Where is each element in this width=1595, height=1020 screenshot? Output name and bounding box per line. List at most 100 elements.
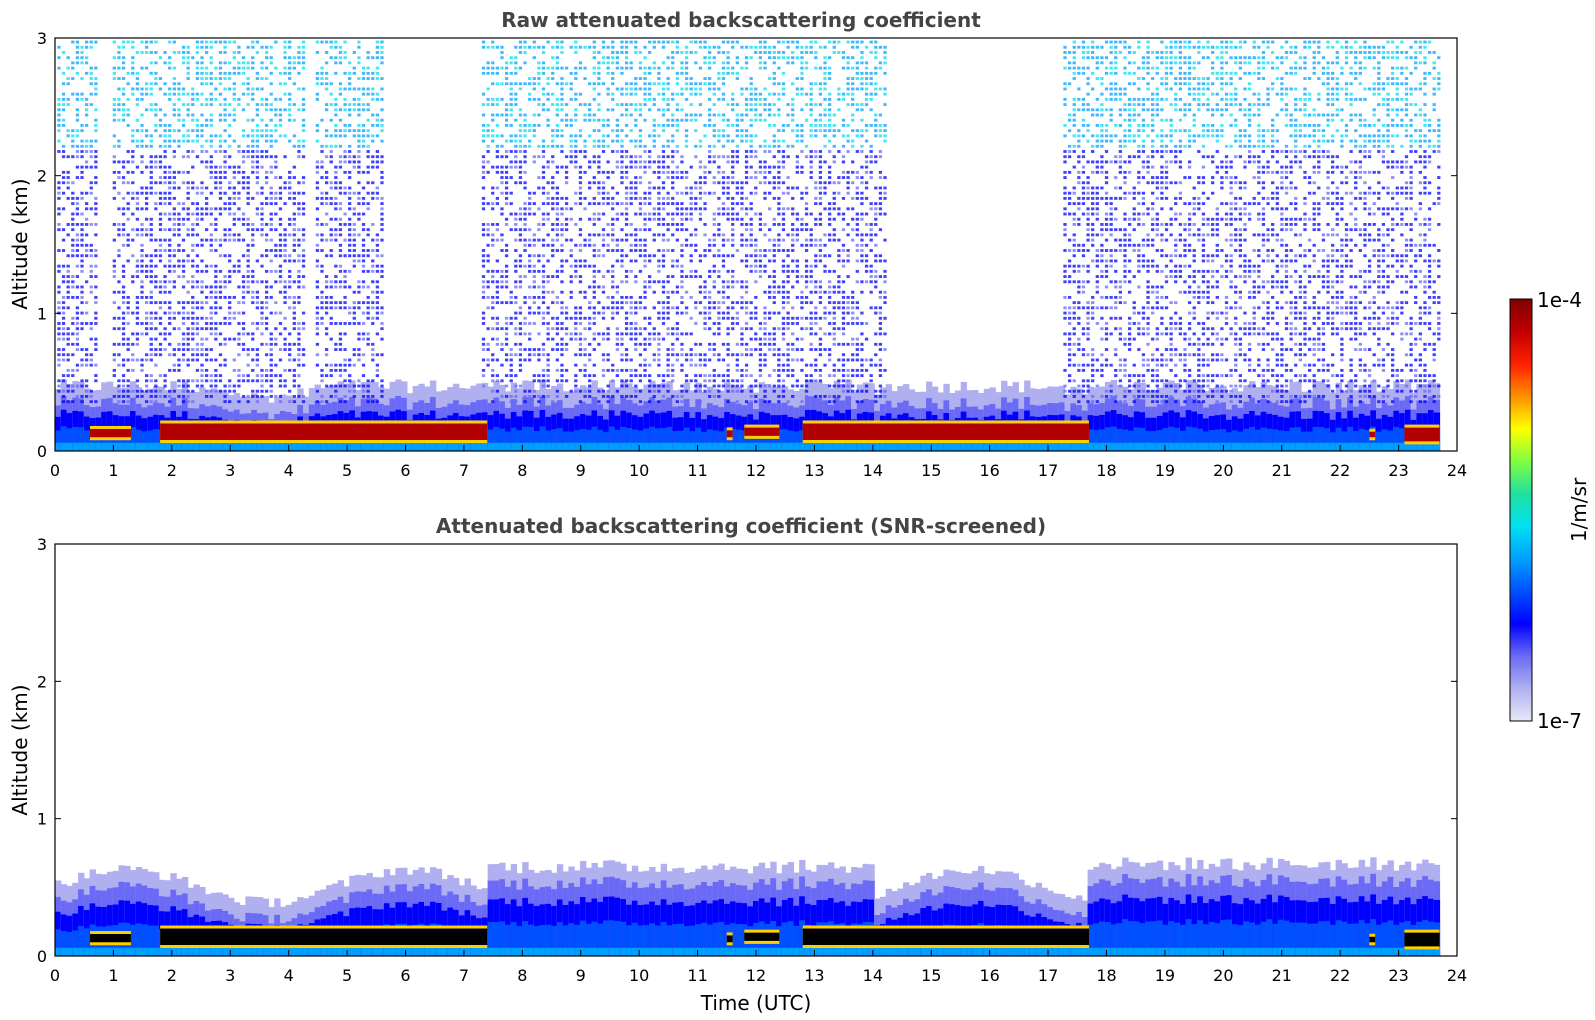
noise-pixel bbox=[228, 196, 232, 200]
boundary-layer-cell bbox=[60, 442, 68, 451]
noise-pixel bbox=[94, 363, 98, 367]
noise-pixel bbox=[246, 264, 250, 268]
noise-pixel bbox=[380, 337, 384, 341]
noise-pixel bbox=[634, 322, 638, 325]
noise-pixel bbox=[491, 191, 495, 195]
noise-pixel bbox=[246, 353, 250, 357]
noise-pixel bbox=[288, 295, 292, 299]
noise-pixel bbox=[112, 144, 116, 148]
noise-pixel bbox=[89, 264, 93, 268]
noise-pixel bbox=[158, 316, 163, 320]
boundary-layer-cell bbox=[787, 442, 794, 451]
noise-pixel bbox=[75, 51, 80, 54]
noise-pixel bbox=[218, 170, 223, 174]
noise-pixel bbox=[357, 233, 361, 237]
noise-pixel bbox=[629, 400, 633, 404]
noise-pixel bbox=[601, 196, 606, 200]
boundary-layer-cell bbox=[239, 442, 246, 451]
noise-pixel bbox=[592, 196, 596, 200]
noise-pixel bbox=[200, 56, 204, 60]
noise-pixel bbox=[283, 108, 287, 112]
noise-pixel bbox=[154, 264, 158, 268]
noise-pixel bbox=[241, 150, 246, 153]
boundary-layer-cell bbox=[522, 426, 529, 451]
noise-pixel bbox=[223, 87, 227, 91]
noise-pixel bbox=[343, 384, 347, 388]
noise-pixel bbox=[537, 97, 541, 101]
noise-pixel bbox=[592, 56, 596, 60]
noise-pixel bbox=[352, 384, 356, 388]
noise-pixel bbox=[75, 223, 80, 226]
noise-pixel bbox=[181, 301, 186, 305]
boundary-layer-cell bbox=[701, 431, 708, 451]
noise-pixel bbox=[361, 92, 366, 96]
noise-pixel bbox=[80, 61, 84, 65]
noise-pixel bbox=[518, 311, 523, 315]
noise-pixel bbox=[606, 71, 610, 75]
noise-pixel bbox=[264, 139, 269, 143]
noise-pixel bbox=[131, 56, 135, 60]
noise-pixel bbox=[537, 223, 541, 226]
noise-pixel bbox=[158, 134, 163, 138]
noise-pixel bbox=[495, 165, 499, 169]
noise-pixel bbox=[246, 280, 250, 284]
noise-pixel bbox=[260, 254, 264, 258]
noise-pixel bbox=[574, 316, 578, 320]
noise-pixel bbox=[578, 228, 583, 232]
boundary-layer-cell bbox=[533, 431, 541, 451]
noise-pixel bbox=[154, 238, 158, 242]
noise-pixel bbox=[541, 290, 546, 294]
boundary-layer-cell bbox=[660, 442, 668, 451]
noise-pixel bbox=[260, 165, 264, 169]
noise-pixel bbox=[94, 160, 98, 164]
noise-pixel bbox=[532, 285, 536, 289]
noise-pixel bbox=[615, 238, 619, 242]
noise-pixel bbox=[634, 306, 638, 310]
noise-pixel bbox=[329, 363, 333, 367]
noise-pixel bbox=[486, 269, 490, 273]
boundary-layer-cell bbox=[1381, 442, 1389, 451]
noise-pixel bbox=[491, 306, 495, 310]
noise-pixel bbox=[532, 212, 536, 216]
noise-pixel bbox=[269, 374, 273, 378]
noise-pixel bbox=[61, 71, 66, 75]
noise-pixel bbox=[186, 301, 190, 305]
noise-pixel bbox=[546, 379, 550, 383]
noise-pixel bbox=[555, 196, 559, 200]
boundary-layer-cell bbox=[1024, 442, 1031, 451]
noise-pixel bbox=[66, 358, 70, 362]
boundary-layer-cell bbox=[822, 442, 829, 451]
noise-pixel bbox=[288, 77, 292, 80]
noise-pixel bbox=[223, 71, 227, 75]
noise-pixel bbox=[509, 368, 513, 372]
noise-pixel bbox=[611, 207, 615, 211]
noise-pixel bbox=[361, 129, 366, 133]
noise-pixel bbox=[297, 61, 301, 65]
noise-pixel bbox=[149, 400, 153, 404]
noise-pixel bbox=[555, 108, 559, 112]
boundary-layer-cell bbox=[389, 442, 396, 451]
noise-pixel bbox=[620, 144, 624, 148]
noise-pixel bbox=[246, 45, 250, 49]
noise-pixel bbox=[181, 394, 186, 398]
noise-pixel bbox=[324, 400, 329, 404]
raw-heatmap bbox=[55, 40, 1441, 451]
noise-pixel bbox=[509, 290, 513, 294]
noise-pixel bbox=[66, 332, 70, 336]
noise-pixel bbox=[523, 348, 527, 351]
noise-pixel bbox=[168, 176, 172, 179]
noise-pixel bbox=[144, 40, 149, 44]
noise-pixel bbox=[255, 400, 260, 404]
noise-pixel bbox=[246, 118, 250, 122]
noise-pixel bbox=[288, 254, 292, 258]
noise-pixel bbox=[578, 103, 583, 107]
noise-pixel bbox=[246, 144, 250, 148]
noise-pixel bbox=[84, 353, 89, 357]
noise-pixel bbox=[514, 332, 518, 336]
noise-pixel bbox=[232, 92, 236, 96]
noise-pixel bbox=[181, 400, 186, 404]
noise-pixel bbox=[611, 92, 615, 96]
noise-pixel bbox=[126, 322, 130, 325]
noise-pixel bbox=[301, 56, 306, 60]
noise-pixel bbox=[89, 400, 93, 404]
